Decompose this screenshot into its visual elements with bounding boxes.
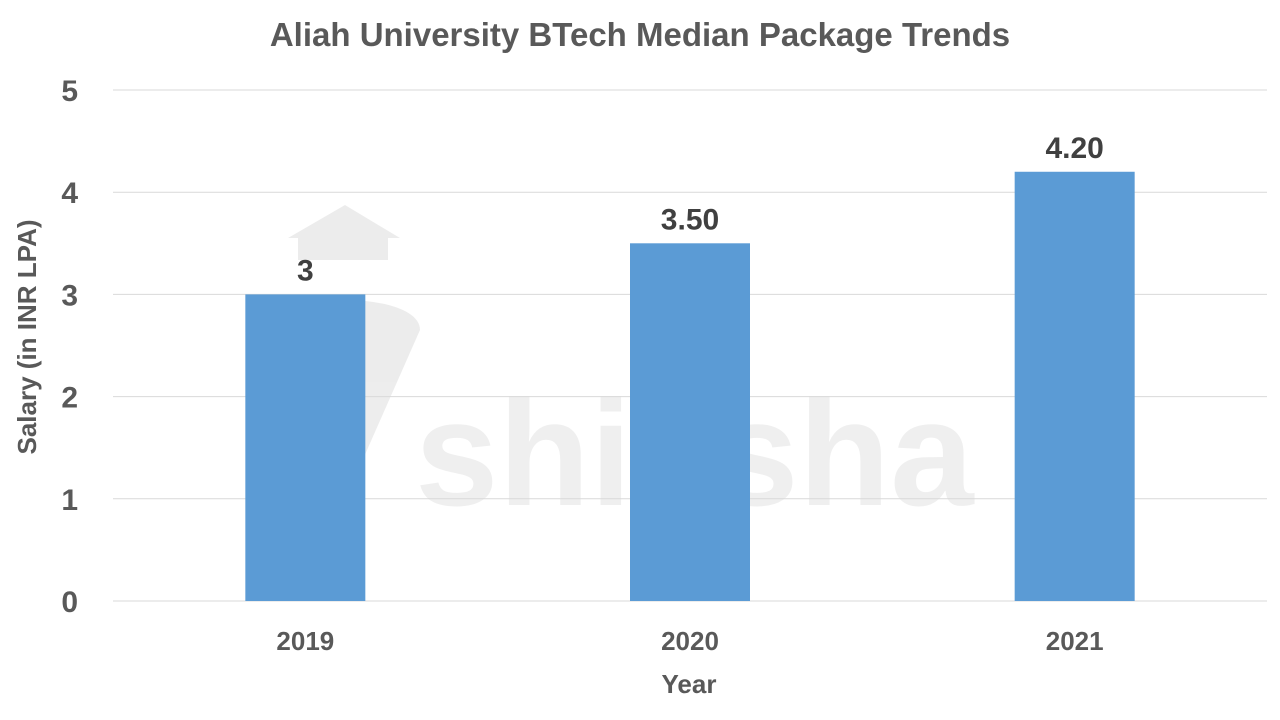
y-tick-label: 2 <box>61 382 78 415</box>
chart-title: Aliah University BTech Median Package Tr… <box>270 16 1010 53</box>
y-tick-label: 0 <box>61 586 78 619</box>
bars <box>245 171 1135 602</box>
y-tick-label: 5 <box>61 75 78 108</box>
y-tick-label: 3 <box>61 279 78 312</box>
y-tick-label: 4 <box>61 177 78 210</box>
watermark: shiksha <box>270 205 975 537</box>
bar <box>245 294 366 601</box>
x-axis-label: Year <box>662 669 717 699</box>
x-tick-label: 2020 <box>661 626 719 656</box>
x-axis-ticks: 2019 2020 2021 <box>276 626 1103 656</box>
data-label: 3.50 <box>661 203 719 236</box>
y-axis-ticks: 0 1 2 3 4 5 <box>61 75 78 619</box>
x-tick-label: 2019 <box>276 626 334 656</box>
data-label: 3 <box>297 254 314 287</box>
data-label: 4.20 <box>1045 132 1103 165</box>
y-tick-label: 1 <box>61 484 78 517</box>
data-labels: 3 3.50 4.20 <box>297 132 1104 288</box>
x-tick-label: 2021 <box>1046 626 1104 656</box>
bar <box>630 243 750 602</box>
y-axis-label: Salary (in INR LPA) <box>12 219 42 454</box>
bar <box>1014 171 1135 601</box>
